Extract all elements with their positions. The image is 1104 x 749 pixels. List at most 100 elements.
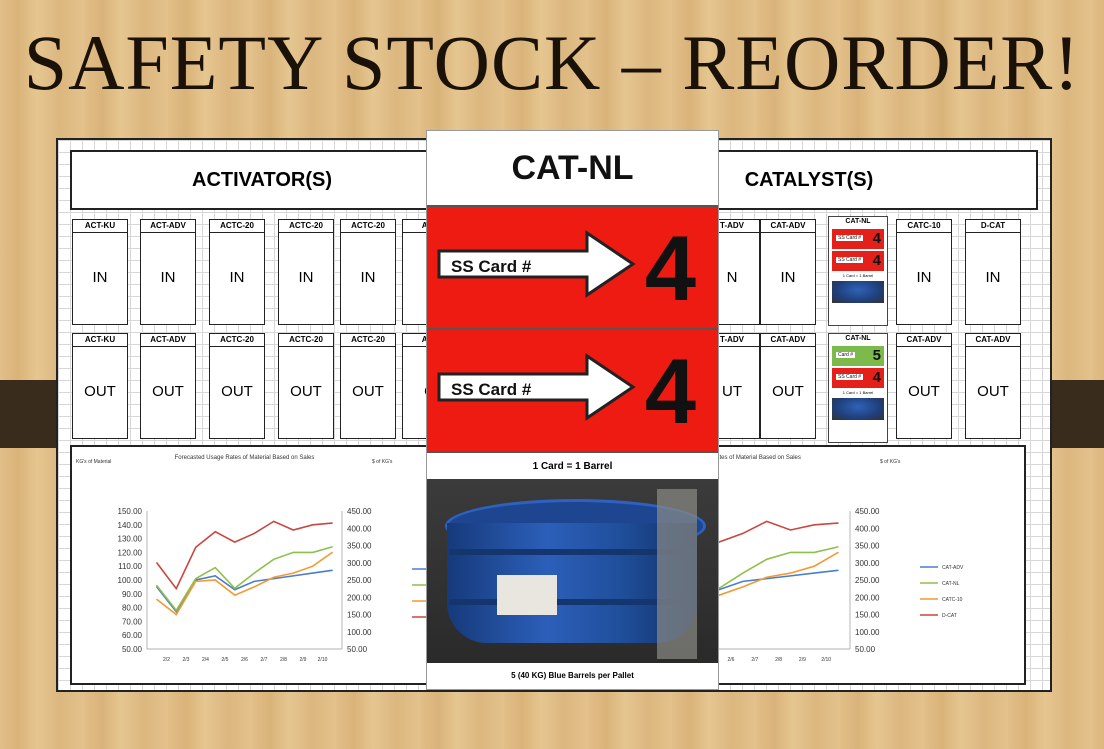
data-point: [175, 613, 177, 616]
out-bin: ACT-ADV OUT: [140, 333, 196, 439]
y-tick-label: 150.00: [118, 507, 143, 516]
x-tick-label: 2/10: [318, 657, 328, 663]
data-point: [789, 529, 792, 531]
bin-label: ACTC-20: [279, 220, 333, 233]
bin-label: T-ADV: [705, 220, 759, 233]
series-line-d-cat: [156, 520, 333, 591]
chart-title: Forecasted Usage Rates of Material Based…: [175, 455, 315, 461]
y2-tick-label: 100.00: [347, 628, 372, 637]
bin-label: ACT-ADV: [141, 220, 195, 233]
x-tick-label: 2/7: [751, 657, 758, 663]
bin-status: IN: [229, 269, 245, 286]
y2-tick-label: 350.00: [347, 542, 372, 551]
data-point: [837, 522, 839, 524]
chart-title: Forecasted Usage Rates of Material Based…: [702, 455, 801, 461]
x-tick-label: 2/7: [261, 657, 268, 663]
legend-label: CAT-NL: [942, 581, 960, 587]
series-line-catc-10: [623, 551, 839, 616]
data-point: [195, 580, 197, 582]
y2-axis-label: $ of KG's: [880, 459, 901, 465]
ss-card-number-1: 4: [644, 218, 696, 320]
data-point: [253, 532, 255, 535]
data-point: [273, 576, 275, 578]
data-point: [156, 584, 158, 587]
mini-card-row-label: SS Card #: [836, 374, 864, 380]
data-point: [292, 572, 294, 574]
data-point: [312, 524, 314, 526]
data-point: [234, 587, 236, 589]
x-tick-label: 2/6: [728, 657, 735, 663]
bin-label: T-ADV: [705, 334, 759, 347]
bin-label: CAT-ADV: [897, 334, 951, 347]
data-point: [292, 575, 294, 577]
data-point: [766, 578, 768, 580]
data-point: [837, 546, 839, 548]
mini-card-row: SS Card # 4: [832, 229, 884, 249]
data-point: [195, 578, 197, 580]
bin-label: CAT-ADV: [761, 220, 815, 233]
legend-label: D-CAT: [942, 613, 957, 619]
bin-status: IN: [916, 269, 932, 286]
bin-label: CAT-ADV: [761, 334, 815, 347]
bin-label: ACTC-20: [210, 334, 264, 347]
series-line-cat-nl: [156, 546, 333, 612]
data-point: [766, 558, 768, 560]
x-tick-label: 2/8: [775, 657, 782, 663]
y2-tick-label: 400.00: [347, 524, 372, 533]
bin-status: OUT: [84, 383, 116, 400]
cat-nl-kanban-card: CAT-NL SS Card # 4 SS Card # 4 1 Card = …: [426, 130, 719, 690]
x-tick-label: 2/4: [202, 657, 209, 663]
x-tick-label: 2/9: [300, 657, 307, 663]
out-bin: CAT-ADV OUT: [965, 333, 1021, 439]
in-bin: ACT-KU IN: [72, 219, 128, 325]
left-chart-panel: Forecasted Usage Rates of Material Based…: [70, 445, 454, 685]
bin-label: ACT-ADV: [141, 334, 195, 347]
bin-status: N: [726, 269, 738, 286]
x-tick-label: 2/9: [799, 657, 806, 663]
x-tick-label: 2/6: [241, 657, 248, 663]
y2-tick-label: 150.00: [347, 611, 372, 620]
y-tick-label: 130.00: [118, 535, 143, 544]
arrow-right-icon: [437, 353, 636, 421]
y2-tick-label: 50.00: [855, 645, 876, 654]
in-bin: ACTC-20 IN: [209, 219, 265, 325]
slide-title: SAFETY STOCK – REORDER!: [23, 19, 1081, 106]
mini-card-row: Card # 5: [832, 346, 884, 366]
y2-tick-label: 300.00: [347, 559, 372, 568]
right-chart-panel: Forecasted Usage Rates of Material Based…: [611, 445, 1026, 685]
y2-tick-label: 450.00: [347, 507, 372, 516]
usage-chart-left: Forecasted Usage Rates of Material Based…: [76, 455, 432, 663]
y-tick-label: 80.00: [122, 604, 143, 613]
data-point: [789, 575, 792, 577]
mini-card-row-label: SS Card #: [836, 257, 864, 263]
data-point: [742, 586, 744, 588]
y2-tick-label: 50.00: [347, 645, 368, 654]
mini-barrel-image: [832, 281, 884, 303]
bin-status: IN: [360, 269, 376, 286]
data-point: [312, 551, 314, 553]
data-point: [813, 572, 815, 574]
mini-card-row: SS Card # 4: [832, 368, 884, 388]
bin-status: IN: [160, 269, 176, 286]
mini-card-row-number: 4: [872, 230, 881, 247]
y-tick-label: 110.00: [118, 562, 142, 571]
data-point: [766, 576, 768, 578]
ss-card-label-2: SS Card #: [451, 380, 532, 399]
in-bin: CATC-10 IN: [896, 219, 952, 325]
out-bin: ACTC-20 OUT: [340, 333, 396, 439]
mini-card-footer: 1 Card = 1 Barrel: [842, 273, 874, 278]
bin-label: ACTC-20: [210, 220, 264, 233]
mini-card-title: CAT-NL: [845, 335, 871, 342]
data-point: [253, 580, 255, 582]
data-point: [214, 566, 216, 569]
y-tick-label: 70.00: [122, 617, 143, 626]
data-point: [789, 572, 792, 574]
activators-header: ACTIVATOR(S): [70, 150, 454, 210]
out-bin: CAT-ADV OUT: [760, 333, 816, 439]
ss-card-row-1: SS Card # 4: [427, 205, 718, 329]
in-bin: ACTC-20 IN: [278, 219, 334, 325]
bin-status: OUT: [290, 383, 322, 400]
data-point: [214, 579, 216, 581]
bin-label: ACTC-20: [341, 334, 395, 347]
card-title: CAT-NL: [511, 148, 634, 187]
